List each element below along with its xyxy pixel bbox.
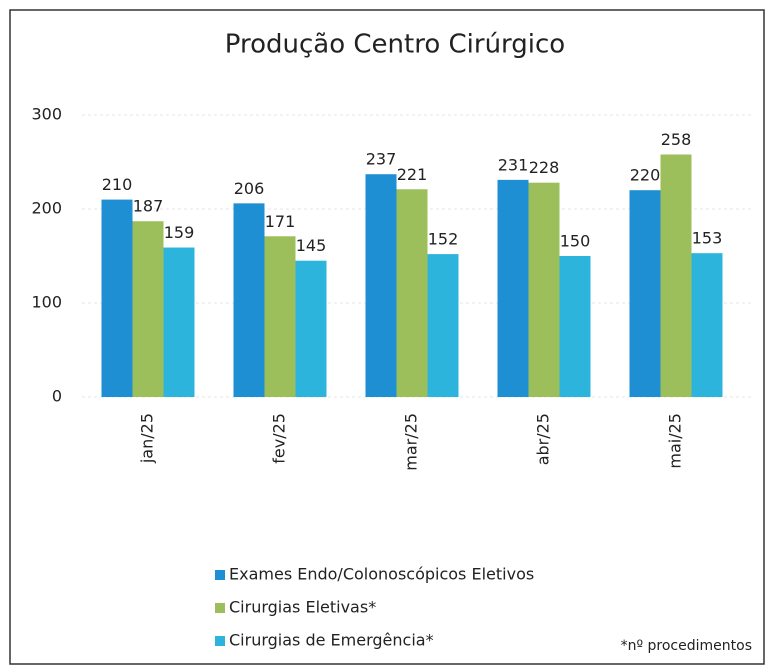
x-tick-label: fev/25 (270, 413, 289, 464)
x-tick-label: mai/25 (666, 413, 685, 469)
legend-label: Exames Endo/Colonoscópicos Eletivos (229, 565, 534, 584)
bar (559, 256, 591, 397)
data-label: 187 (133, 197, 164, 216)
data-label: 153 (692, 229, 723, 248)
data-label: 145 (296, 236, 327, 255)
bar (497, 179, 529, 397)
x-tick-label: mar/25 (402, 413, 421, 471)
bar (427, 254, 459, 397)
data-label: 220 (630, 166, 661, 185)
y-tick-label: 200 (31, 199, 62, 218)
bar (629, 190, 661, 397)
bar (528, 182, 560, 397)
bar (101, 199, 133, 397)
x-tick-label: abr/25 (534, 413, 553, 465)
x-tick-label: jan/25 (138, 413, 157, 464)
bar (660, 154, 692, 397)
bar (132, 221, 164, 397)
legend-swatch (215, 570, 225, 580)
bar (295, 260, 327, 397)
bar (264, 236, 296, 397)
data-label: 210 (102, 175, 133, 194)
bar (691, 253, 723, 397)
bar (233, 203, 265, 397)
note: *nº procedimentos (621, 638, 752, 654)
data-label: 150 (560, 232, 591, 251)
chart-title: Produção Centro Cirúrgico (225, 30, 565, 60)
bar (365, 174, 397, 397)
y-tick-label: 0 (52, 387, 62, 406)
legend-swatch (215, 603, 225, 613)
data-label: 206 (234, 179, 265, 198)
bar (163, 247, 195, 397)
data-label: 171 (265, 212, 296, 231)
data-label: 228 (529, 158, 560, 177)
data-label: 221 (397, 165, 428, 184)
legend-label: Cirurgias de Emergência* (229, 631, 434, 650)
data-label: 258 (661, 130, 692, 149)
data-label: 159 (164, 223, 195, 242)
y-tick-label: 300 (31, 105, 62, 124)
data-label: 237 (366, 150, 397, 169)
y-tick-label: 100 (31, 293, 62, 312)
legend-swatch (215, 636, 225, 646)
bar (396, 189, 428, 397)
data-label: 152 (428, 230, 459, 249)
legend-label: Cirurgias Eletivas* (229, 598, 376, 617)
data-label: 231 (498, 155, 529, 174)
